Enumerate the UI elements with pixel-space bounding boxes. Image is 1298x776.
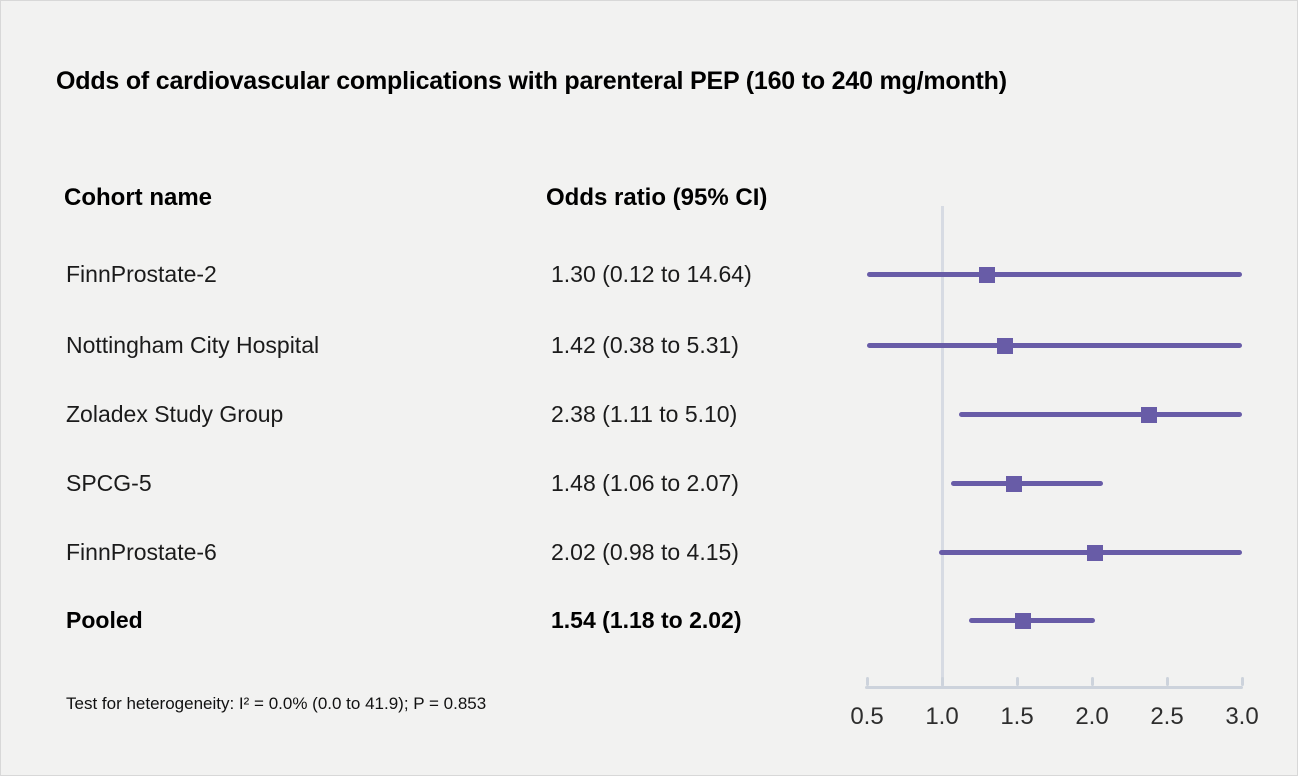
odds-ratio-value: 1.30 (0.12 to 14.64) (551, 261, 752, 287)
odds-ratio-value: 2.02 (0.98 to 4.15) (551, 539, 739, 565)
confidence-interval-line (958, 412, 1242, 417)
x-axis-line (865, 686, 1243, 689)
cohort-name: SPCG-5 (66, 470, 152, 496)
chart-title: Odds of cardiovascular complications wit… (56, 67, 1007, 95)
x-axis-tick (940, 677, 944, 686)
cohort-name: Zoladex Study Group (66, 401, 284, 427)
point-estimate-marker (1141, 407, 1157, 423)
odds-ratio-value: 2.38 (1.11 to 5.10) (551, 401, 738, 427)
x-axis-tick (865, 677, 869, 686)
point-estimate-marker (1006, 476, 1022, 492)
confidence-interval-line (867, 272, 1242, 277)
confidence-interval-line (951, 481, 1103, 486)
x-axis-tick-label: 3.0 (1225, 703, 1259, 730)
point-estimate-marker (1087, 545, 1103, 561)
column-header-odds-ratio: Odds ratio (95% CI) (546, 184, 768, 211)
x-axis-tick (1015, 677, 1019, 686)
x-axis-tick (1090, 677, 1094, 686)
odds-ratio-value: 1.54 (1.18 to 2.02) (551, 607, 742, 633)
x-axis-tick-label: 1.0 (925, 703, 959, 730)
cohort-name: Pooled (66, 607, 143, 633)
point-estimate-marker (1015, 613, 1031, 629)
cohort-name: Nottingham City Hospital (66, 332, 320, 358)
x-axis-tick-label: 0.5 (850, 703, 884, 730)
reference-line (940, 206, 944, 688)
point-estimate-marker (997, 338, 1013, 354)
odds-ratio-value: 1.42 (0.38 to 5.31) (551, 332, 739, 358)
odds-ratio-value: 1.48 (1.06 to 2.07) (551, 470, 739, 496)
x-axis-tick (1165, 677, 1169, 686)
cohort-name: FinnProstate-2 (66, 261, 217, 287)
x-axis-tick (1240, 677, 1244, 686)
x-axis-tick-label: 2.0 (1075, 703, 1109, 730)
confidence-interval-line (969, 618, 1095, 623)
x-axis-tick-label: 2.5 (1150, 703, 1184, 730)
column-header-cohort: Cohort name (64, 184, 213, 211)
cohort-name: FinnProstate-6 (66, 539, 217, 565)
heterogeneity-footnote: Test for heterogeneity: I² = 0.0% (0.0 t… (66, 694, 487, 713)
confidence-interval-line (867, 343, 1242, 348)
point-estimate-marker (979, 267, 995, 283)
x-axis-tick-label: 1.5 (1000, 703, 1034, 730)
